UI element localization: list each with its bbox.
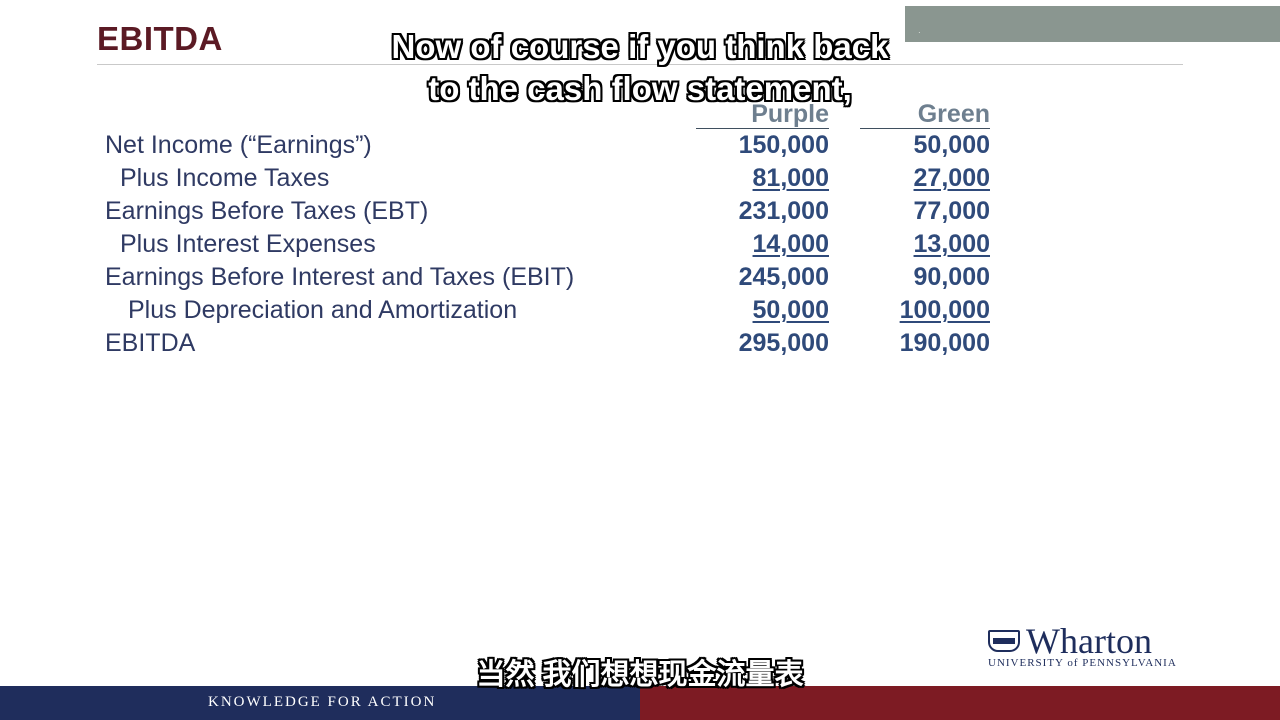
value-purple: 295,000 [738,329,829,357]
column-header-rule-purple [696,128,829,129]
row-label: Plus Income Taxes [120,164,330,192]
value-green: 90,000 [913,263,990,291]
row-label: Net Income (“Earnings”) [105,131,372,159]
value-green: 190,000 [899,329,990,357]
row-label: EBITDA [105,329,196,357]
value-green: 100,000 [899,296,990,324]
row-label: Earnings Before Interest and Taxes (EBIT… [105,263,575,291]
column-header-rule-green [860,128,990,129]
logo-name: Wharton [1026,621,1152,661]
slide-title: EBITDA [97,20,223,57]
value-green: 77,000 [913,197,990,225]
shield-icon [988,630,1020,652]
chinese-subtitle: 当然 我们想想现金流量表 [476,659,804,691]
corner-accent-box [905,6,1280,42]
value-purple: 81,000 [752,164,829,192]
wharton-logo: Wharton UNIVERSITY of PENNSYLVANIA [988,622,1188,672]
table-row: Net Income (“Earnings”) 150,000 50,000 [0,131,1280,164]
row-label: Earnings Before Taxes (EBT) [105,197,429,225]
english-subtitle: Now of course if you think back to the c… [330,26,950,110]
value-purple: 50,000 [752,296,829,324]
logo-subtitle: UNIVERSITY of PENNSYLVANIA [988,657,1177,669]
title-divider [97,64,1183,65]
table-row: Earnings Before Taxes (EBT) 231,000 77,0… [0,197,1280,230]
table-row: Plus Depreciation and Amortization 50,00… [0,296,1280,329]
english-subtitle-line-1: Now of course if you think back [391,28,889,65]
footer-bar-left [0,686,640,720]
table-row: EBITDA 295,000 190,000 [0,329,1280,362]
corner-dot: · [918,28,921,37]
english-subtitle-line-2: to the cash flow statement, [428,70,852,107]
value-purple: 150,000 [738,131,829,159]
table-row: Plus Income Taxes 81,000 27,000 [0,164,1280,197]
value-green: 13,000 [913,230,990,258]
value-green: 50,000 [913,131,990,159]
value-purple: 231,000 [738,197,829,225]
value-green: 27,000 [913,164,990,192]
row-label: Plus Depreciation and Amortization [128,296,518,324]
value-purple: 245,000 [738,263,829,291]
row-label: Plus Interest Expenses [120,230,376,258]
footer-tagline: KNOWLEDGE FOR ACTION [208,694,437,710]
table-row: Plus Interest Expenses 14,000 13,000 [0,230,1280,263]
column-header-green: Green [917,100,990,128]
column-header-purple: Purple [751,100,829,128]
value-purple: 14,000 [752,230,829,258]
footer-bar-right [640,686,1280,720]
table-row: Earnings Before Interest and Taxes (EBIT… [0,263,1280,296]
